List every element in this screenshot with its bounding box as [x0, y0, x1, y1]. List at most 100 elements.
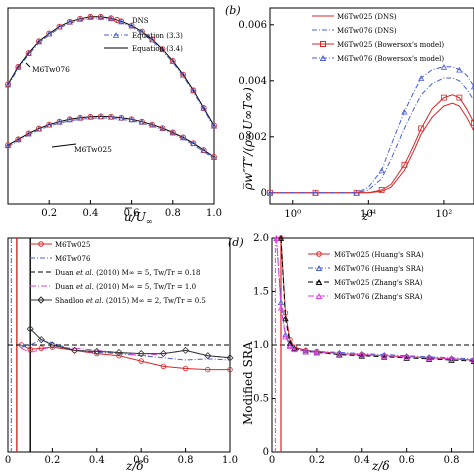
- dns-point: [15, 136, 22, 143]
- series-marker: [282, 333, 289, 340]
- series-marker: [456, 66, 463, 73]
- series-marker: [381, 352, 388, 359]
- panel-b-plot: 10⁰ 10¹ 10² 0 0.002 0.004 0.006: [238, 20, 474, 220]
- dns-point: [200, 147, 207, 154]
- series-marker: [313, 348, 321, 355]
- series-marker: [37, 336, 45, 344]
- panel-a-plot: 0.2 0.4 0.6 0.8 1.0 M6Tw076 M6Tw025: [4, 13, 222, 219]
- dns-point: [66, 116, 73, 123]
- series-marker: [204, 352, 212, 360]
- dns-point: [190, 87, 197, 94]
- dns-point: [77, 15, 83, 22]
- series-line: [21, 344, 230, 371]
- legend-entry: M6Tw025 (DNS): [337, 13, 397, 21]
- dns-point: [15, 63, 22, 70]
- x-tick-label: 0.6: [133, 455, 149, 466]
- series-marker: [336, 350, 343, 357]
- x-tick-label: 0.8: [178, 455, 194, 466]
- series-marker: [440, 63, 448, 70]
- legend-marker: [315, 264, 323, 271]
- legend-marker: [319, 54, 327, 61]
- series-line: [276, 237, 474, 360]
- legend-entry: M6Tw025 (Bowersox's model): [337, 41, 444, 49]
- x-tick-label: 0: [269, 455, 275, 466]
- legend-marker: [320, 41, 326, 47]
- series-marker: [378, 167, 385, 174]
- legend-entry: M6Tw025 (Zhang's SRA): [334, 279, 423, 287]
- panel-d-xlabel: z/δ: [371, 459, 390, 473]
- series-marker: [93, 347, 101, 355]
- y-tick-label: 0.006: [238, 20, 267, 31]
- series-marker: [417, 75, 425, 81]
- x-tick-label: 0.8: [444, 455, 460, 466]
- series-marker: [302, 348, 309, 355]
- dns-point: [128, 22, 135, 29]
- series-marker: [381, 353, 388, 360]
- series-marker: [71, 346, 79, 354]
- panel-a-legend: DNS Equation (3.3) Equation (3.4): [104, 17, 183, 53]
- panel-b-label: (b): [225, 4, 241, 17]
- annotation-m6tw025: M6Tw025: [74, 145, 112, 154]
- eq33-line: [7, 17, 215, 128]
- eq34-line: [7, 115, 215, 158]
- panel-c-xlabel: z/δ: [125, 459, 144, 473]
- panel-b: [269, 7, 474, 205]
- series-line: [280, 237, 474, 362]
- dns-point: [108, 15, 114, 22]
- y-tick-label: 1.0: [253, 340, 269, 351]
- x-tick-label: 10²: [436, 209, 453, 220]
- dns-point: [77, 114, 83, 121]
- legend-dns-marker: [114, 17, 120, 23]
- x-tick-label: 0.2: [309, 455, 325, 466]
- series-marker: [456, 94, 463, 101]
- legend-entry: Duan et al. (2010) M∞ = 5, Tw/Tr = 0.18: [55, 269, 201, 277]
- legend-eq33-marker: [112, 32, 120, 38]
- dns-point: [118, 114, 125, 121]
- panel-c-legend: M6Tw025 M6Tw076 Duan et al. (2010) M∞ = 5,…: [30, 241, 206, 305]
- legend-marker: [315, 278, 323, 285]
- dns-point: [87, 113, 94, 120]
- y-tick-label: 0.5: [253, 394, 269, 405]
- legend-dns: DNS: [132, 17, 149, 25]
- x-tick-label: 0.8: [165, 208, 181, 219]
- dns-point: [46, 121, 53, 128]
- series-marker: [418, 125, 425, 132]
- legend-eq34: Equation (3.4): [132, 45, 183, 53]
- series-marker: [403, 355, 410, 361]
- series-marker: [425, 355, 433, 361]
- series-marker: [27, 346, 33, 352]
- eq34-line: [7, 16, 215, 126]
- series-marker: [182, 346, 190, 354]
- series-marker: [470, 357, 474, 363]
- series-marker: [160, 363, 167, 370]
- series-marker: [137, 349, 145, 358]
- series-marker: [312, 189, 319, 196]
- annotation-arrow: [25, 62, 31, 68]
- legend-marker: [38, 241, 44, 247]
- y-tick-label: 2.0: [253, 233, 269, 244]
- legend-marker: [37, 296, 45, 304]
- series-marker: [48, 341, 56, 349]
- series-marker: [470, 83, 474, 90]
- series-marker: [403, 353, 410, 360]
- dns-point: [46, 30, 53, 37]
- dns-point: [169, 129, 176, 136]
- x-tick-label: 10⁰: [284, 209, 301, 220]
- y-tick-label: 1.5: [253, 287, 269, 298]
- series-marker: [441, 94, 447, 101]
- dns-point: [5, 142, 11, 149]
- series-marker: [226, 354, 234, 362]
- x-tick-label: 0.6: [399, 455, 415, 466]
- series-line: [29, 328, 231, 359]
- series-line: [21, 339, 231, 361]
- series-marker: [401, 161, 408, 168]
- legend-eq33: Equation (3.3): [132, 32, 183, 40]
- series-marker: [138, 358, 144, 364]
- dns-point: [108, 113, 114, 120]
- panel-d-plot: 0 0.2 0.4 0.6 0.8 0 0.5 1.0 1.5 2.0: [253, 233, 474, 466]
- legend-entry: Shadloo et al. (2015) M∞ = 2, Tw/Tr = 0.…: [55, 297, 206, 305]
- series-line: [270, 102, 474, 194]
- series-marker: [313, 349, 321, 356]
- eq33-line: [7, 117, 215, 159]
